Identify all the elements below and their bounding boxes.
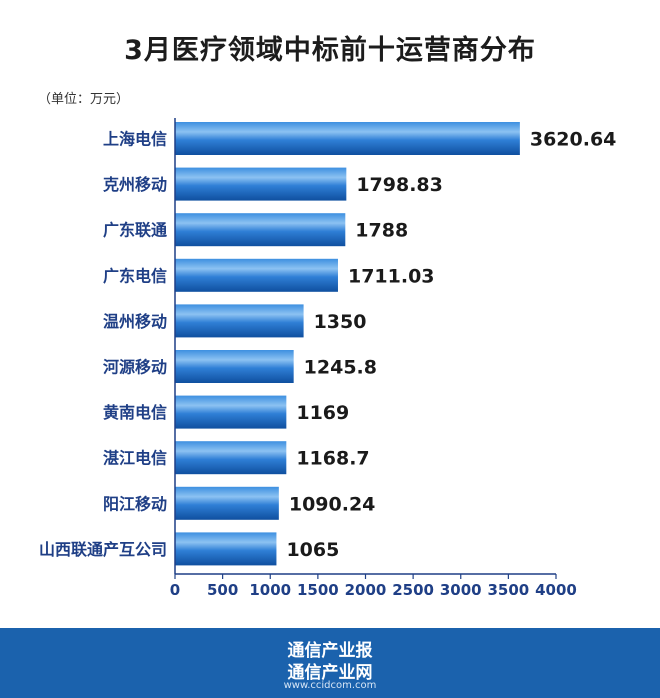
category-label: 黄南电信 — [103, 403, 167, 422]
category-label: 广东电信 — [103, 266, 167, 285]
value-label: 3620.64 — [530, 129, 617, 151]
value-label: 1798.83 — [356, 174, 443, 196]
x-tick-label: 4000 — [535, 581, 577, 599]
category-label: 上海电信 — [103, 130, 167, 149]
x-tick-label: 3000 — [440, 581, 482, 599]
x-tick-label: 1000 — [249, 581, 291, 599]
category-label: 温州移动 — [102, 312, 167, 331]
x-tick-label: 1500 — [297, 581, 339, 599]
bar-8 — [175, 486, 279, 520]
x-tick-label: 2000 — [345, 581, 387, 599]
bar-6 — [175, 395, 287, 429]
value-label: 1245.8 — [304, 357, 377, 379]
bar-chart: 上海电信 3620.64 克州移动 1798.83 广东联通 1788 广东电信 1711.0… — [39, 118, 617, 599]
footer-brand-website: 通信产业网 — [287, 663, 373, 683]
x-tick-label: 3500 — [488, 581, 530, 599]
category-label: 山西联通产互公司 — [39, 540, 167, 559]
footer-brand-newspaper: 通信产业报 — [287, 641, 373, 661]
x-tick-label: 2500 — [392, 581, 434, 599]
category-label: 湛江电信 — [103, 449, 167, 468]
bar-5 — [175, 350, 294, 383]
value-label: 1711.03 — [348, 265, 435, 287]
category-label: 河源移动 — [103, 358, 167, 377]
unit-note: （单位：万元） — [38, 92, 130, 107]
bar-1 — [175, 167, 347, 201]
value-label: 1090.24 — [289, 493, 376, 515]
footer-banner: 通信产业报 通信产业网 www.ccidcom.com — [0, 628, 660, 698]
category-label: 阳江移动 — [103, 494, 167, 513]
value-label: 1065 — [286, 539, 339, 561]
bar-4 — [175, 304, 304, 338]
bar-3 — [175, 258, 338, 292]
category-label: 广东联通 — [103, 221, 167, 240]
value-label: 1168.7 — [296, 448, 369, 470]
bar-7 — [175, 441, 287, 475]
x-tick-label: 0 — [170, 581, 180, 599]
value-label: 1788 — [355, 220, 408, 242]
x-tick-label: 500 — [207, 581, 238, 599]
category-label: 克州移动 — [103, 175, 167, 194]
value-label: 1350 — [314, 311, 367, 333]
footer-url: www.ccidcom.com — [283, 680, 377, 691]
bar-2 — [175, 213, 346, 247]
value-label: 1169 — [296, 402, 349, 424]
bar-9 — [175, 532, 277, 566]
chart-title: 3月医疗领域中标前十运营商分布 — [124, 35, 536, 66]
bar-0 — [175, 122, 520, 155]
